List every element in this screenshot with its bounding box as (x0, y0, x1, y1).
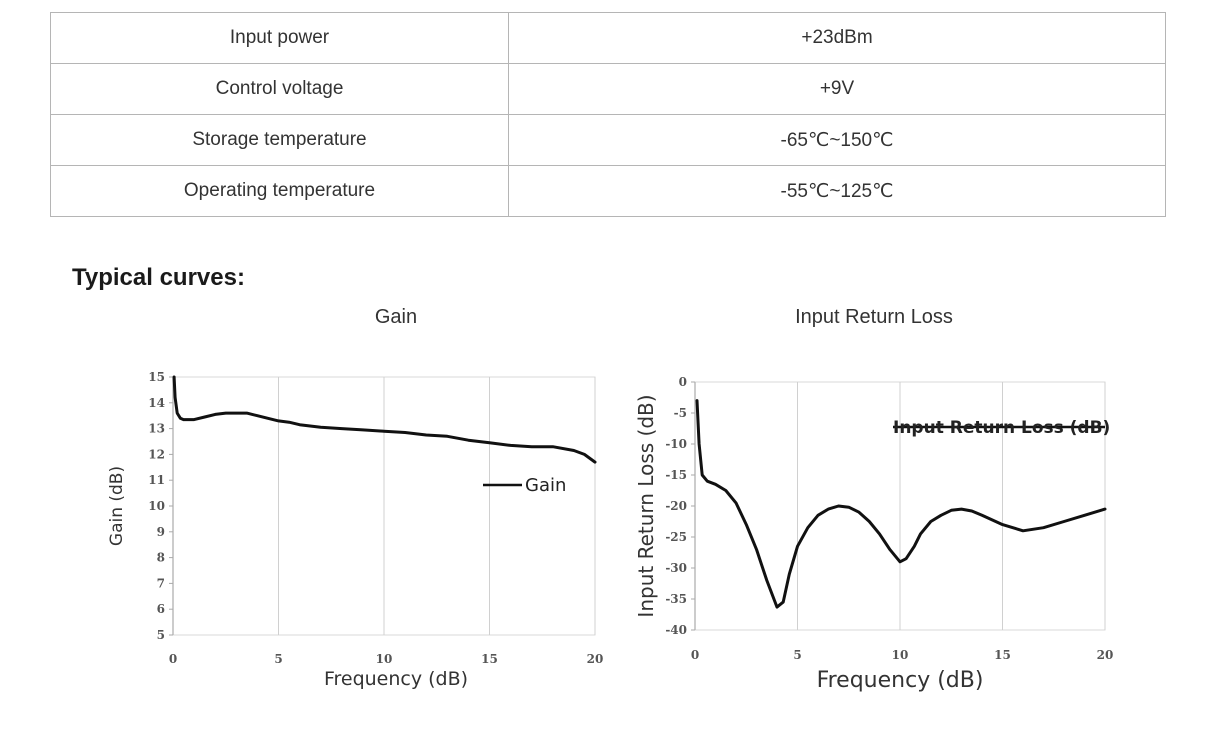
x-tick-label: 5 (274, 652, 282, 666)
y-tick-label: -20 (665, 499, 687, 513)
y-tick-label: 8 (157, 551, 165, 565)
legend-label: Gain (525, 475, 566, 496)
param-name: Control voltage (50, 63, 509, 115)
y-tick-label: -40 (665, 623, 687, 637)
param-name: Storage temperature (50, 114, 509, 166)
y-tick-label: 0 (679, 375, 687, 389)
y-tick-label: 7 (157, 576, 165, 590)
param-value: -65℃~150℃ (508, 114, 1166, 166)
x-tick-label: 20 (587, 652, 604, 666)
table-row: Storage temperature -65℃~150℃ (50, 114, 1166, 166)
spec-table: Input power +23dBm Control voltage +9V S… (50, 12, 1166, 217)
y-tick-label: 13 (148, 422, 165, 436)
x-axis-label: Frequency (dB) (324, 668, 468, 690)
table-row: Control voltage +9V (50, 63, 1166, 115)
y-tick-label: 15 (148, 370, 165, 384)
return-loss-chart-title: Input Return Loss (795, 306, 953, 328)
x-tick-label: 10 (892, 648, 909, 662)
param-value: +23dBm (508, 12, 1166, 64)
y-tick-label: 11 (148, 473, 165, 487)
table-row: Input power +23dBm (50, 12, 1166, 64)
x-tick-label: 5 (793, 648, 801, 662)
param-value: +9V (508, 63, 1166, 115)
param-name: Operating temperature (50, 165, 509, 217)
y-tick-label: -25 (665, 530, 687, 544)
x-tick-label: 0 (169, 652, 177, 666)
x-tick-label: 20 (1097, 648, 1114, 662)
y-tick-label: 6 (157, 602, 165, 616)
table-row: Operating temperature -55℃~125℃ (50, 165, 1166, 217)
x-tick-label: 15 (994, 648, 1011, 662)
y-tick-label: -35 (665, 592, 687, 606)
legend-label: Input Return Loss (dB) (893, 418, 1110, 438)
y-tick-label: -30 (665, 561, 687, 575)
x-tick-label: 15 (481, 652, 498, 666)
y-tick-label: -15 (665, 468, 687, 482)
y-tick-label: 14 (148, 396, 165, 410)
x-tick-label: 0 (691, 648, 699, 662)
series-line (695, 399, 1107, 609)
y-axis-label: Input Return Loss (dB) (634, 394, 658, 617)
y-tick-label: 9 (157, 525, 165, 539)
gain-chart-title: Gain (374, 306, 418, 328)
y-axis-label: Gain (dB) (107, 466, 127, 546)
y-tick-label: -10 (665, 437, 687, 451)
y-tick-label: 10 (148, 499, 165, 513)
x-tick-label: 10 (376, 652, 393, 666)
y-tick-label: -5 (674, 406, 687, 420)
y-tick-label: 12 (148, 447, 165, 461)
return-loss-chart: 0 5 10 15 20 0 -5 -10 -15 -20 -25 -30 -35 -40 Frequenc… (634, 375, 1114, 693)
x-axis-label: Frequency (dB) (817, 668, 984, 693)
param-name: Input power (50, 12, 509, 64)
y-tick-label: 5 (157, 628, 165, 642)
section-title: Typical curves: (72, 264, 245, 291)
param-value: -55℃~125℃ (508, 165, 1166, 217)
series-line (172, 375, 597, 464)
